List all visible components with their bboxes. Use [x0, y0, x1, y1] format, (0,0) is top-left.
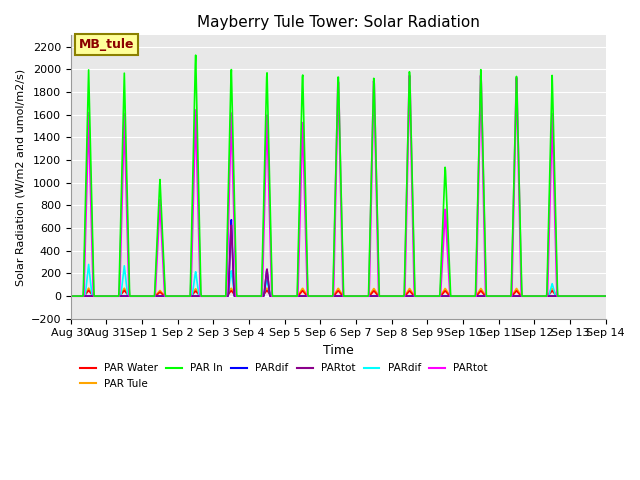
X-axis label: Time: Time — [323, 344, 354, 357]
Legend: PAR Water, PAR Tule, PAR In, PARdif, PARtot, PARdif, PARtot: PAR Water, PAR Tule, PAR In, PARdif, PAR… — [76, 360, 492, 393]
Title: Mayberry Tule Tower: Solar Radiation: Mayberry Tule Tower: Solar Radiation — [196, 15, 479, 30]
Y-axis label: Solar Radiation (W/m2 and umol/m2/s): Solar Radiation (W/m2 and umol/m2/s) — [15, 69, 25, 286]
Text: MB_tule: MB_tule — [79, 38, 134, 51]
